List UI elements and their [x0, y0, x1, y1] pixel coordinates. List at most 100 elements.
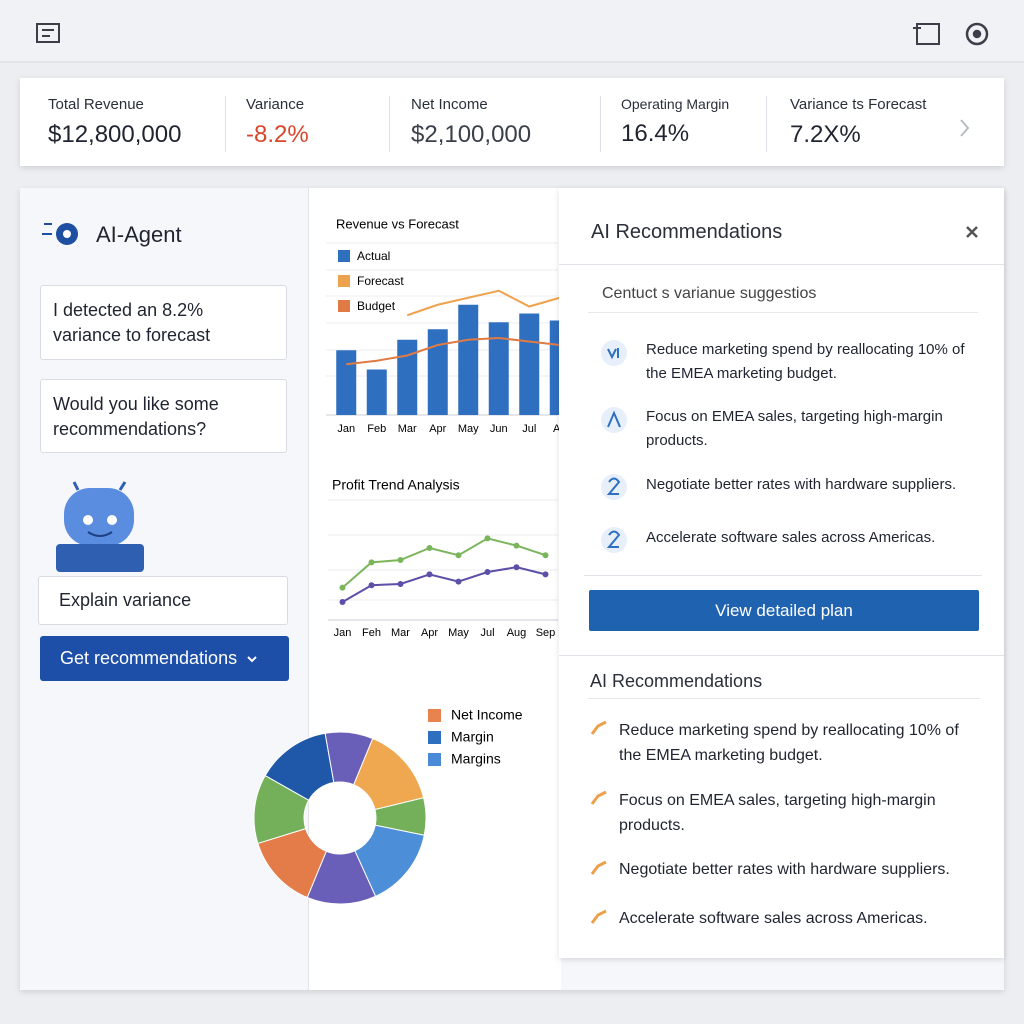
point: [455, 578, 462, 585]
panel-subtitle: Centuct s varianue suggestios: [602, 285, 817, 302]
menu-icon[interactable]: [36, 23, 60, 43]
explain-button[interactable]: Explain variance: [38, 576, 288, 625]
point: [397, 581, 404, 587]
recommendation: Focus on EMEA sales, targeting high-marg…: [646, 408, 943, 449]
x-tick-label: Feb: [367, 423, 386, 435]
recommendation: Reduce marketing spend by reallocating 1…: [646, 341, 965, 382]
kpi-label: Operating Margin: [621, 96, 730, 112]
x-tick-label: Apr: [421, 627, 438, 639]
point: [513, 564, 520, 571]
point: [368, 559, 375, 566]
kpi-value: -8.2%: [246, 121, 309, 148]
chart-title: Profit Trend Analysis: [332, 477, 460, 493]
kpi-label: Net Income: [411, 96, 488, 113]
kpi-value: $2,100,000: [411, 121, 532, 148]
kpi-bar: [20, 78, 1004, 166]
bar: [458, 304, 479, 415]
dropdown-icon: [247, 656, 257, 663]
point: [513, 542, 520, 549]
separator: [600, 96, 601, 152]
x-tick-label: May: [448, 627, 469, 639]
legend-label: Margin: [451, 729, 494, 745]
recommendation: Accelerate software sales across America…: [646, 529, 936, 546]
line: [406, 289, 561, 317]
legend-label: Margins: [451, 751, 501, 767]
bar: [488, 322, 509, 415]
legend-label: Actual: [357, 249, 390, 263]
divider: [584, 575, 982, 576]
bar: [366, 369, 387, 415]
kpi: Operating Margin 16.4%: [621, 96, 729, 148]
kpi: Net Income $2,100,000: [411, 96, 531, 149]
kpi-label: Total Revenue: [48, 96, 144, 113]
legend-swatch: [338, 275, 350, 287]
legend-label: Forecast: [357, 274, 404, 288]
chevron[interactable]: [955, 115, 975, 141]
kpi: Variance ts Forecast 7.2X%: [790, 96, 926, 149]
recommendation: Focus on EMEA sales, targeting high-marg…: [619, 792, 936, 834]
panel-title: AI Recommendations: [591, 221, 783, 243]
x-tick-label: Jun: [490, 423, 508, 435]
x-tick-label: Aug: [507, 627, 527, 639]
separator: [389, 96, 390, 152]
button-label: Get recommendations: [60, 648, 238, 668]
legend-swatch: [428, 709, 441, 722]
agent-message: Would you like some recommendations?: [40, 379, 287, 453]
kpi-value: 7.2X%: [790, 121, 861, 148]
point: [368, 582, 375, 589]
kpi-value: $12,800,000: [48, 121, 182, 148]
agent-title: AI-Agent: [96, 222, 182, 247]
x-tick-label: May: [458, 423, 479, 435]
legend-swatch: [428, 753, 441, 766]
window-icon[interactable]: [913, 23, 940, 45]
kpi-label: Variance ts Forecast: [790, 96, 927, 113]
point: [455, 552, 462, 559]
bar: [427, 329, 448, 415]
check-icons: [590, 720, 607, 924]
point: [542, 552, 549, 559]
legend-swatch: [338, 300, 350, 312]
bar: [397, 339, 418, 415]
divider: [588, 698, 980, 699]
x-tick-label: Jul: [480, 627, 494, 639]
legend-label: Budget: [357, 299, 396, 313]
point: [339, 584, 346, 591]
badges: [601, 340, 627, 553]
point: [484, 535, 491, 542]
close-icon[interactable]: [964, 224, 980, 240]
line: [346, 336, 560, 366]
x-tick-label: Sep: [536, 627, 556, 639]
recommend-button[interactable]: Get recommendations: [40, 636, 289, 681]
point: [339, 599, 346, 605]
recommendation: Reduce marketing spend by reallocating 1…: [619, 722, 959, 764]
x-tick-label: Mar: [391, 627, 410, 639]
divider: [559, 655, 1004, 656]
kpi: Variance -8.2%: [246, 96, 309, 149]
pie-slice: [264, 732, 335, 801]
agent-message: I detected an 8.2% variance to forecast: [40, 285, 287, 360]
recommendation: Negotiate better rates with hardware sup…: [619, 861, 950, 878]
agent-icon: [42, 223, 78, 245]
kpi: Total Revenue $12,800,000: [48, 96, 181, 149]
legend-swatch: [338, 250, 350, 262]
separator: [225, 96, 226, 152]
x-tick-label: Apr: [429, 423, 446, 435]
settings-icon[interactable]: [965, 22, 989, 46]
x-tick-label: Feh: [362, 627, 381, 639]
line: [341, 537, 546, 589]
line: [341, 566, 546, 603]
divider: [588, 312, 978, 313]
point: [484, 569, 491, 575]
kpi-value: 16.4%: [621, 120, 690, 147]
section-title: AI Recommendations: [590, 671, 763, 691]
point: [426, 571, 433, 578]
x-tick-label: Jan: [334, 627, 352, 639]
recommendations-panel: [559, 188, 1004, 958]
chart-title: Revenue vs Forecast: [336, 216, 459, 231]
legend-label: Net Income: [451, 707, 523, 723]
view-plan-button[interactable]: View detailed plan: [589, 590, 979, 631]
top-bar: [0, 0, 1024, 63]
kpi-label: Variance: [246, 96, 305, 113]
robot: [56, 481, 144, 572]
